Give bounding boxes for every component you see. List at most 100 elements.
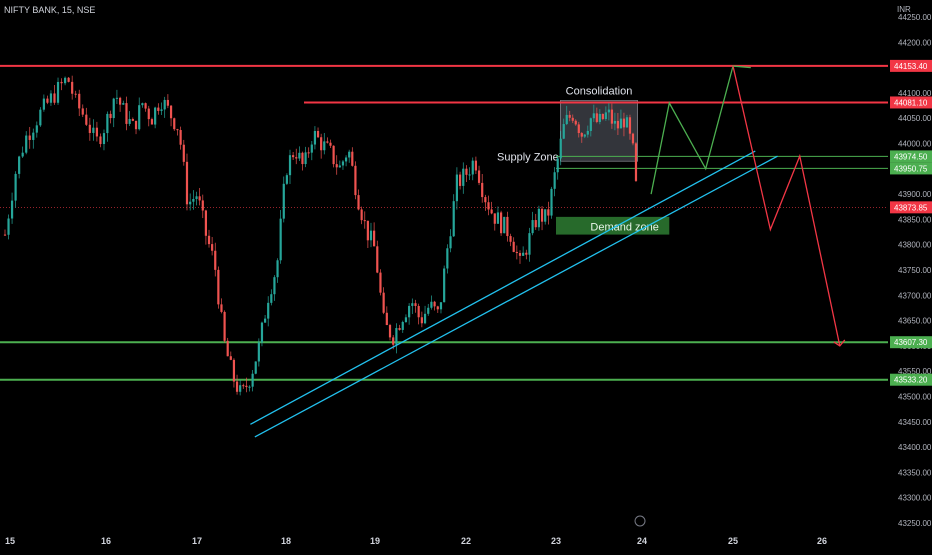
candle-body	[610, 109, 613, 124]
lightning-icon	[634, 515, 646, 527]
candle-body	[556, 158, 559, 173]
y-tick-label: 43300.00	[898, 494, 932, 503]
candle-body	[211, 244, 214, 251]
candle-body	[141, 103, 144, 106]
candle-body	[179, 130, 182, 145]
candle-body	[423, 313, 427, 324]
candle-body	[401, 321, 404, 330]
candle-body	[298, 152, 301, 159]
y-tick-label: 43850.00	[898, 215, 932, 224]
currency-label: INR	[897, 5, 911, 14]
candle-body	[341, 161, 345, 166]
candle-body	[32, 132, 35, 140]
x-tick-label: 22	[461, 536, 471, 546]
candle-body	[625, 117, 629, 128]
y-tick-label: 44000.00	[898, 140, 932, 149]
x-tick-label: 17	[192, 536, 202, 546]
candle-body	[85, 114, 88, 125]
candle-body	[207, 235, 211, 245]
candle-body	[106, 113, 109, 134]
candle-body	[604, 112, 607, 120]
candle-body	[481, 182, 484, 198]
candle-body	[462, 168, 465, 186]
candle-body	[628, 117, 632, 134]
candle-body	[166, 99, 169, 106]
candle-body	[160, 109, 163, 111]
candle-body	[332, 145, 335, 165]
candle-body	[528, 233, 531, 255]
candle-body	[326, 141, 329, 143]
candle-body	[201, 200, 204, 211]
candle-body	[157, 107, 160, 111]
candle-body	[74, 93, 77, 95]
candle-body	[565, 114, 568, 125]
candle-body	[382, 292, 385, 313]
candle-body	[235, 381, 239, 392]
x-tick-label: 15	[5, 536, 15, 546]
candle-body	[522, 252, 525, 256]
candle-body	[270, 294, 273, 303]
candle-body	[28, 135, 31, 140]
candle-body	[295, 157, 298, 159]
candle-body	[474, 160, 477, 171]
candle-body	[335, 164, 338, 168]
candle-body	[88, 124, 91, 133]
candle-body	[245, 385, 248, 388]
y-tick-label: 43700.00	[898, 291, 932, 300]
price-tag	[890, 201, 932, 214]
x-tick-label: 26	[817, 536, 827, 546]
candle-body	[420, 317, 423, 324]
candle-body	[276, 260, 279, 278]
candle-body	[102, 133, 106, 145]
candle-body	[503, 216, 506, 234]
candle-body	[71, 81, 74, 94]
candle-body	[223, 311, 226, 341]
candle-body	[21, 152, 24, 157]
candle-body	[310, 144, 313, 153]
candle-body	[10, 200, 14, 219]
y-tick-label: 44250.00	[898, 13, 932, 22]
trendline	[250, 150, 756, 425]
candle-body	[195, 196, 198, 199]
candle-body	[496, 212, 500, 224]
candle-body	[592, 113, 595, 119]
candle-body	[458, 174, 462, 186]
candle-body	[443, 268, 446, 303]
candle-body	[571, 117, 574, 121]
candle-body	[487, 202, 490, 210]
candle-body	[282, 183, 285, 219]
candle-body	[550, 188, 553, 216]
candle-body	[267, 302, 270, 319]
candle-body	[307, 152, 310, 154]
candle-body	[385, 312, 388, 326]
candle-body	[301, 152, 304, 165]
x-tick-label: 19	[370, 536, 380, 546]
y-tick-label: 44100.00	[898, 89, 932, 98]
candle-body	[465, 168, 468, 175]
candle-body	[292, 155, 295, 158]
candle-body	[414, 303, 417, 306]
candle-body	[248, 386, 251, 388]
price-tag	[890, 162, 932, 175]
candle-body	[92, 127, 95, 133]
candle-body	[634, 143, 638, 181]
price-tag-label: 43873.85	[894, 203, 928, 212]
candle-body	[379, 272, 382, 293]
candle-body	[3, 234, 7, 236]
candle-body	[313, 130, 317, 145]
y-tick-label: 43500.00	[898, 393, 932, 402]
candle-body	[217, 269, 220, 305]
candle-body	[411, 303, 414, 306]
candle-body	[360, 209, 363, 221]
candle-body	[46, 98, 49, 103]
candle-body	[138, 105, 141, 130]
candle-body	[279, 218, 282, 261]
candle-body	[60, 81, 63, 84]
price-tag	[890, 373, 932, 386]
candle-body	[182, 144, 185, 162]
y-tick-label: 43350.00	[898, 468, 932, 477]
y-tick-label: 43800.00	[898, 241, 932, 250]
candle-body	[354, 165, 357, 196]
